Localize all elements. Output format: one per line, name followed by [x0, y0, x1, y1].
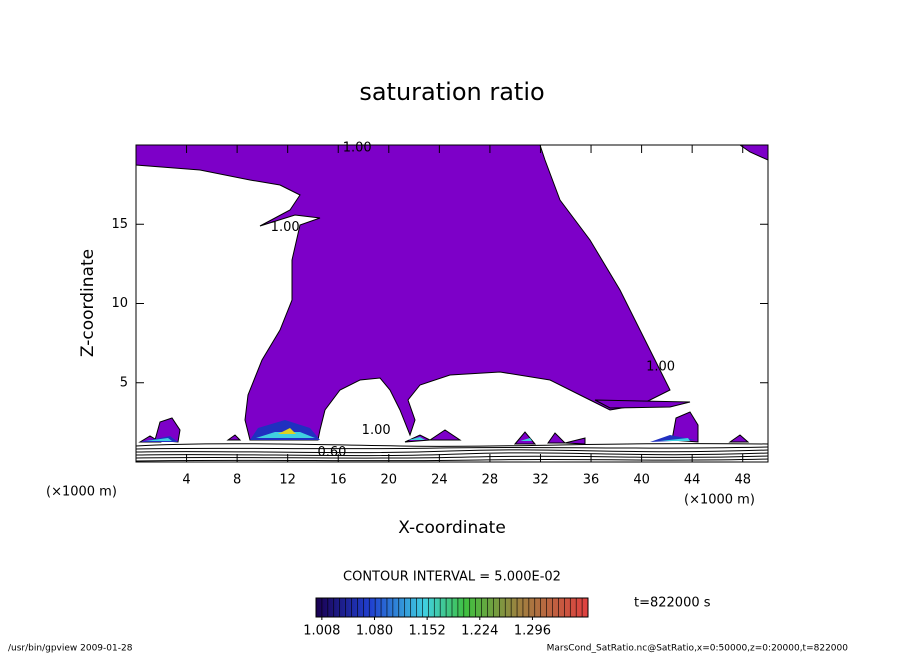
contour-label: 1.00 [646, 359, 675, 374]
fill-region [671, 411, 699, 443]
contour-line [135, 443, 769, 447]
time-label: t=822000 s [634, 596, 711, 611]
fill-region [738, 144, 769, 161]
x-unit-label: (×1000 m) [46, 485, 117, 500]
y-tick-label: 10 [111, 296, 128, 311]
x-tick-label: 12 [279, 473, 296, 488]
x-tick-label: 28 [482, 473, 499, 488]
footer-left: /usr/bin/gpview 2009-01-28 [8, 644, 133, 654]
colorbar-tick-label: 1.080 [356, 624, 393, 639]
x-tick-label: 24 [431, 473, 448, 488]
x-tick-label: 16 [330, 473, 347, 488]
fill-region [135, 144, 671, 441]
x-tick-label: 36 [583, 473, 600, 488]
y-tick-label: 15 [111, 217, 128, 232]
contour-fill [135, 144, 769, 462]
fill-region [138, 429, 750, 445]
contour-label: 1.00 [362, 423, 391, 438]
colorbar-tick-label: 1.008 [303, 624, 340, 639]
contour-line [135, 452, 769, 457]
y-tick-label: 5 [120, 375, 128, 390]
contour-lines [135, 443, 769, 462]
colorbar-tick-label: 1.224 [461, 624, 498, 639]
contour-label: 1.00 [343, 141, 372, 156]
y-axis-label: Z-coordinate [78, 249, 98, 357]
fill-region [278, 428, 296, 434]
contour-line [135, 458, 769, 462]
contour-line [135, 455, 769, 459]
x-tick-label: 20 [381, 473, 398, 488]
x-tick-label: 4 [182, 473, 190, 488]
colorbar-tick-label: 1.152 [409, 624, 446, 639]
contour-line [135, 446, 769, 450]
x-axis-label: X-coordinate [398, 518, 506, 538]
footer-right: MarsCond_SatRatio.nc@SatRatio,x=0:50000,… [547, 644, 849, 654]
contour-line [135, 449, 769, 454]
colorbar-tick-label: 1.296 [514, 624, 551, 639]
x-tick-label: 8 [233, 473, 241, 488]
x-tick-label: 32 [532, 473, 549, 488]
fill-region [594, 399, 691, 409]
x-unit-label: (×1000 m) [684, 493, 755, 508]
x-tick-label: 40 [633, 473, 650, 488]
x-tick-label: 44 [684, 473, 701, 488]
chart-title: saturation ratio [359, 78, 544, 106]
fill-region [145, 432, 690, 441]
contour-interval: CONTOUR INTERVAL = 5.000E-02 [343, 570, 561, 585]
contour-label: 0.60 [317, 445, 346, 460]
contour-label: 1.00 [271, 220, 300, 235]
x-tick-label: 48 [734, 473, 751, 488]
